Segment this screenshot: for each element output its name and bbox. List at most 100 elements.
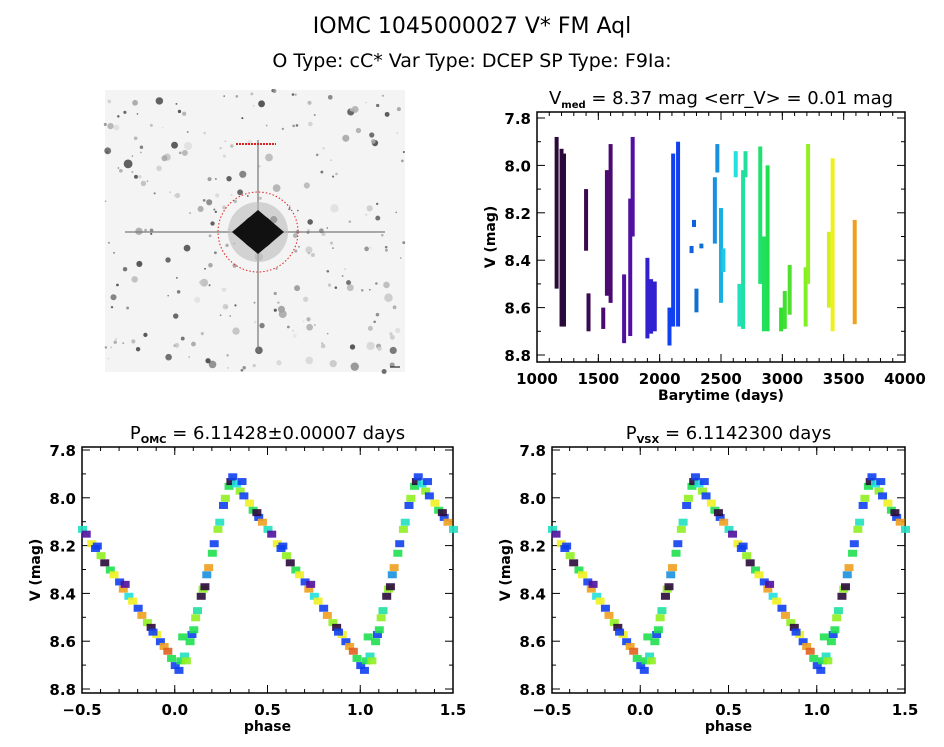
data-segment bbox=[630, 136, 635, 237]
data-segment bbox=[645, 257, 650, 339]
field-star bbox=[384, 293, 393, 302]
data-point bbox=[874, 487, 884, 495]
data-point bbox=[304, 585, 314, 593]
field-star bbox=[176, 290, 181, 294]
field-star bbox=[221, 287, 227, 292]
data-point bbox=[632, 654, 642, 662]
field-star bbox=[219, 146, 222, 150]
field-star bbox=[113, 124, 120, 131]
data-point bbox=[421, 487, 431, 495]
field-star bbox=[136, 260, 143, 267]
data-point bbox=[398, 525, 408, 533]
data-point bbox=[830, 626, 840, 634]
data-segment bbox=[803, 267, 808, 327]
field-star bbox=[272, 88, 277, 93]
field-star bbox=[326, 269, 330, 273]
field-star bbox=[306, 323, 313, 331]
field-star bbox=[230, 144, 234, 148]
field-star bbox=[208, 284, 211, 287]
field-star bbox=[351, 105, 359, 113]
field-star bbox=[149, 123, 153, 127]
field-star bbox=[237, 189, 244, 196]
field-star bbox=[113, 340, 117, 344]
field-star bbox=[326, 227, 329, 229]
field-star bbox=[214, 251, 217, 255]
field-star bbox=[123, 159, 133, 169]
data-point bbox=[842, 571, 852, 579]
field-star bbox=[118, 168, 123, 173]
data-point bbox=[115, 578, 125, 586]
data-point bbox=[565, 552, 575, 560]
data-segment bbox=[554, 136, 559, 289]
field-star bbox=[305, 246, 313, 254]
field-star bbox=[377, 346, 382, 351]
x-tick-label: 0.5 bbox=[254, 701, 281, 719]
field-star bbox=[104, 200, 107, 203]
data-point bbox=[819, 633, 829, 641]
data-point bbox=[698, 487, 708, 495]
field-star bbox=[110, 305, 114, 309]
field-star bbox=[232, 263, 237, 268]
field-star bbox=[114, 337, 118, 341]
data-point bbox=[798, 638, 808, 646]
field-star bbox=[103, 122, 107, 127]
field-star bbox=[126, 306, 130, 310]
field-star bbox=[307, 219, 313, 225]
data-point bbox=[96, 552, 106, 560]
field-star bbox=[197, 205, 204, 212]
data-point bbox=[863, 482, 873, 490]
field-star bbox=[321, 342, 324, 345]
data-point bbox=[228, 473, 238, 481]
data-point bbox=[226, 478, 236, 486]
data-point bbox=[683, 494, 693, 502]
data-point bbox=[393, 549, 403, 557]
field-star bbox=[346, 284, 354, 292]
field-star bbox=[199, 280, 204, 285]
field-star bbox=[330, 159, 332, 162]
field-star bbox=[208, 263, 213, 268]
field-star bbox=[376, 202, 379, 206]
field-star bbox=[246, 195, 249, 197]
data-point bbox=[613, 623, 623, 631]
field-star bbox=[375, 215, 381, 221]
field-star bbox=[365, 101, 367, 104]
data-point bbox=[105, 566, 115, 574]
data-segment bbox=[719, 208, 723, 303]
data-point bbox=[816, 666, 826, 674]
data-point bbox=[655, 614, 665, 622]
y-tick-label: 7.8 bbox=[504, 110, 531, 128]
y-tick-label: 8.8 bbox=[49, 681, 76, 699]
data-segment bbox=[826, 231, 831, 308]
data-point bbox=[689, 478, 699, 486]
data-point bbox=[878, 492, 888, 500]
field-star bbox=[117, 167, 120, 169]
data-point bbox=[430, 499, 440, 507]
x-tick-label: 0.5 bbox=[715, 701, 742, 719]
x-tick-label: −0.5 bbox=[62, 701, 101, 719]
field-star bbox=[292, 333, 297, 338]
field-star bbox=[349, 108, 353, 112]
field-star bbox=[110, 346, 113, 349]
data-point bbox=[417, 480, 427, 488]
field-star bbox=[254, 320, 257, 324]
data-point bbox=[100, 559, 110, 567]
data-point bbox=[365, 652, 375, 660]
data-point bbox=[385, 583, 395, 591]
field-star bbox=[286, 325, 290, 329]
data-point bbox=[823, 657, 833, 665]
field-star bbox=[389, 332, 393, 336]
field-star bbox=[134, 174, 138, 179]
data-point bbox=[858, 501, 868, 509]
field-star bbox=[370, 138, 376, 144]
field-star bbox=[320, 343, 326, 349]
data-segment bbox=[741, 170, 746, 329]
field-star bbox=[188, 356, 191, 358]
data-point bbox=[586, 585, 596, 593]
field-star bbox=[288, 205, 291, 207]
data-point bbox=[423, 478, 433, 486]
field-star bbox=[194, 296, 201, 303]
x-tick-label: 1000 bbox=[516, 370, 558, 388]
data-point bbox=[87, 540, 97, 548]
field-star bbox=[335, 172, 338, 176]
field-star bbox=[364, 246, 369, 252]
